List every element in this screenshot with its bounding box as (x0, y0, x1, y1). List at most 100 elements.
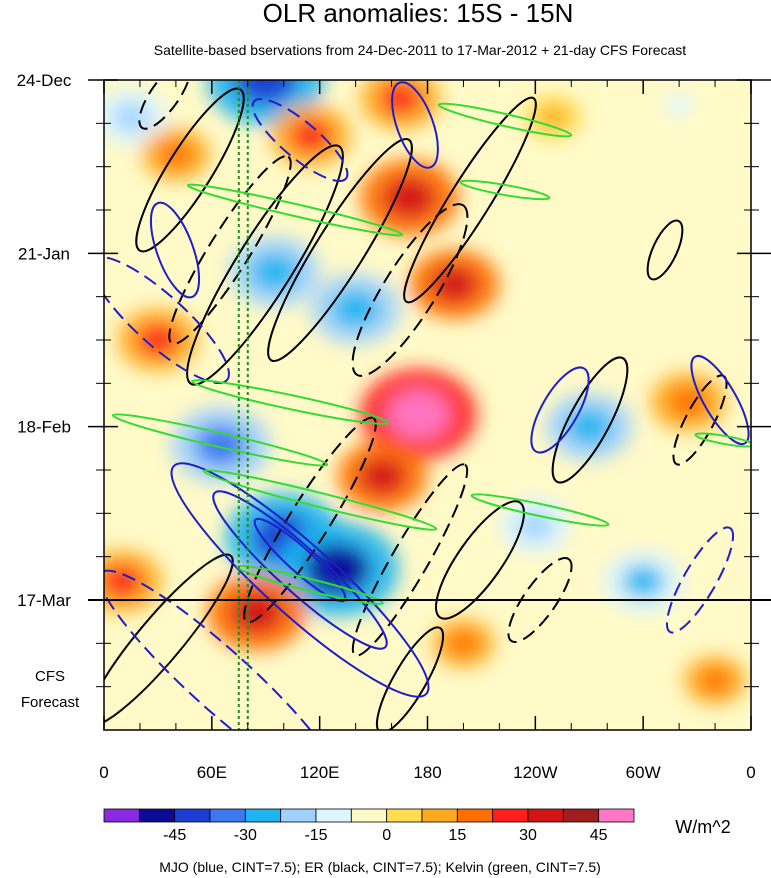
kelvin-contour (437, 102, 573, 138)
anomaly-feature-core (104, 565, 143, 598)
colorbar-label: -45 (163, 827, 186, 844)
y-tick-label: 17-Mar (17, 591, 71, 610)
anomaly-feature-core (669, 387, 708, 417)
colorbar: -45 -30 -15 0 15 30 45 (103, 808, 635, 844)
chart-title: OLR anomalies: 15S - 15N (263, 0, 574, 28)
mjo-contour (212, 490, 388, 650)
colorbar-swatch (527, 808, 564, 823)
anomaly-feature-core (539, 106, 568, 128)
er-contour (267, 138, 413, 362)
reference-lines (88, 80, 771, 730)
er-contour-negative (351, 463, 469, 657)
anomaly-feature-core (384, 177, 436, 218)
y-tick-label: 21-Jan (18, 244, 70, 263)
kelvin-contour (236, 564, 384, 606)
anomaly-feature-core (699, 668, 731, 693)
anomaly-feature-core (158, 141, 193, 168)
colorbar-swatch (174, 808, 211, 823)
er-contour (403, 96, 537, 304)
y-axis: 24-Dec 21-Jan 18-Feb 17-Mar (17, 71, 771, 688)
kelvin-contour (694, 432, 751, 448)
colorbar-swatch (315, 808, 352, 823)
x-tick-label: 180 (413, 763, 441, 782)
anomaly-feature-core (431, 266, 478, 303)
er-contour (375, 626, 445, 730)
er-contour (186, 144, 344, 386)
er-contour-negative (138, 80, 192, 130)
anomaly-feature-core (231, 592, 283, 633)
forecast-label-line-2: Forecast (21, 694, 80, 711)
colorbar-swatch (103, 808, 140, 823)
anomaly-feature-core (447, 631, 479, 656)
kelvin-contour (202, 469, 438, 531)
mjo-contour (391, 81, 439, 169)
anomaly-feature-core (567, 409, 612, 444)
er-contour (104, 553, 234, 727)
colorbar-swatch (456, 808, 494, 823)
anomaly-feature-core (517, 511, 554, 540)
er-contour-negative (351, 203, 469, 377)
er-contour (646, 219, 684, 281)
colorbar-label: 45 (590, 827, 608, 844)
x-tick-label: 60E (197, 763, 227, 782)
mjo-contour-negative (251, 98, 349, 182)
colorbar-label: 0 (382, 827, 391, 844)
kelvin-contour (111, 413, 329, 467)
colorbar-label: 15 (448, 827, 466, 844)
mjo-contour (530, 366, 590, 454)
mjo-contours (149, 81, 750, 698)
chart-subtitle: Satellite-based bservations from 24-Dec-… (154, 42, 686, 58)
y-tick-label: 18-Feb (17, 418, 71, 437)
kelvin-contours (111, 102, 751, 606)
x-tick-label: 0 (99, 763, 108, 782)
anomaly-feature-core (359, 458, 406, 495)
colorbar-swatch (244, 808, 282, 823)
mjo-contour (170, 462, 430, 698)
x-axis: 0 60E 120E 180 120W 60W 0 (99, 80, 756, 782)
anomaly-feature-core (137, 324, 179, 356)
colorbar-swatch (421, 808, 458, 823)
anomaly-feature-core (388, 390, 450, 439)
anomaly-feature-core (251, 253, 298, 290)
x-tick-label: 120E (300, 763, 340, 782)
er-contour (434, 500, 526, 620)
colorbar-swatch (562, 808, 600, 823)
mjo-contour (149, 201, 201, 299)
colorbar-label: -30 (234, 827, 257, 844)
colorbar-swatch (138, 808, 176, 823)
colorbar-swatch (492, 808, 529, 823)
filtered-contours (104, 80, 751, 730)
anomaly-feature-core (332, 291, 379, 328)
contour-caption: MJO (blue, CINT=7.5); ER (black, CINT=7.… (159, 859, 601, 875)
er-contours (104, 87, 684, 730)
colorbar-swatch (209, 808, 246, 823)
colorbar-swatch (598, 808, 635, 823)
mjo-contour-negative (665, 526, 735, 634)
anomaly-feature-core (665, 93, 694, 116)
mjo-contour-negative (104, 255, 230, 385)
kelvin-contour (186, 183, 404, 237)
plot-area (88, 79, 771, 731)
anomaly-feature-core (290, 119, 332, 152)
mjo-negative-contours (104, 98, 735, 730)
colorbar-swatch (280, 808, 317, 823)
x-tick-label: 0 (746, 763, 755, 782)
anomaly-feature-core (235, 80, 297, 104)
er-contour (551, 356, 629, 484)
colorbar-swatch (386, 808, 423, 823)
y-tick-label: 24-Dec (17, 71, 72, 90)
mjo-contour (690, 354, 750, 446)
anomaly-feature-core (112, 103, 149, 132)
colorbar-label: -15 (304, 827, 327, 844)
colorbar-label: 30 (519, 827, 537, 844)
anomaly-feature-core (380, 82, 422, 115)
x-tick-label: 60W (626, 763, 661, 782)
colorbar-swatch (350, 808, 388, 823)
colorbar-units: W/m^2 (675, 817, 730, 837)
anomaly-feature-core (622, 565, 664, 598)
kelvin-contour (459, 179, 551, 201)
x-tick-label: 120W (513, 763, 557, 782)
kelvin-contour (191, 379, 389, 425)
kelvin-contour (470, 493, 610, 527)
